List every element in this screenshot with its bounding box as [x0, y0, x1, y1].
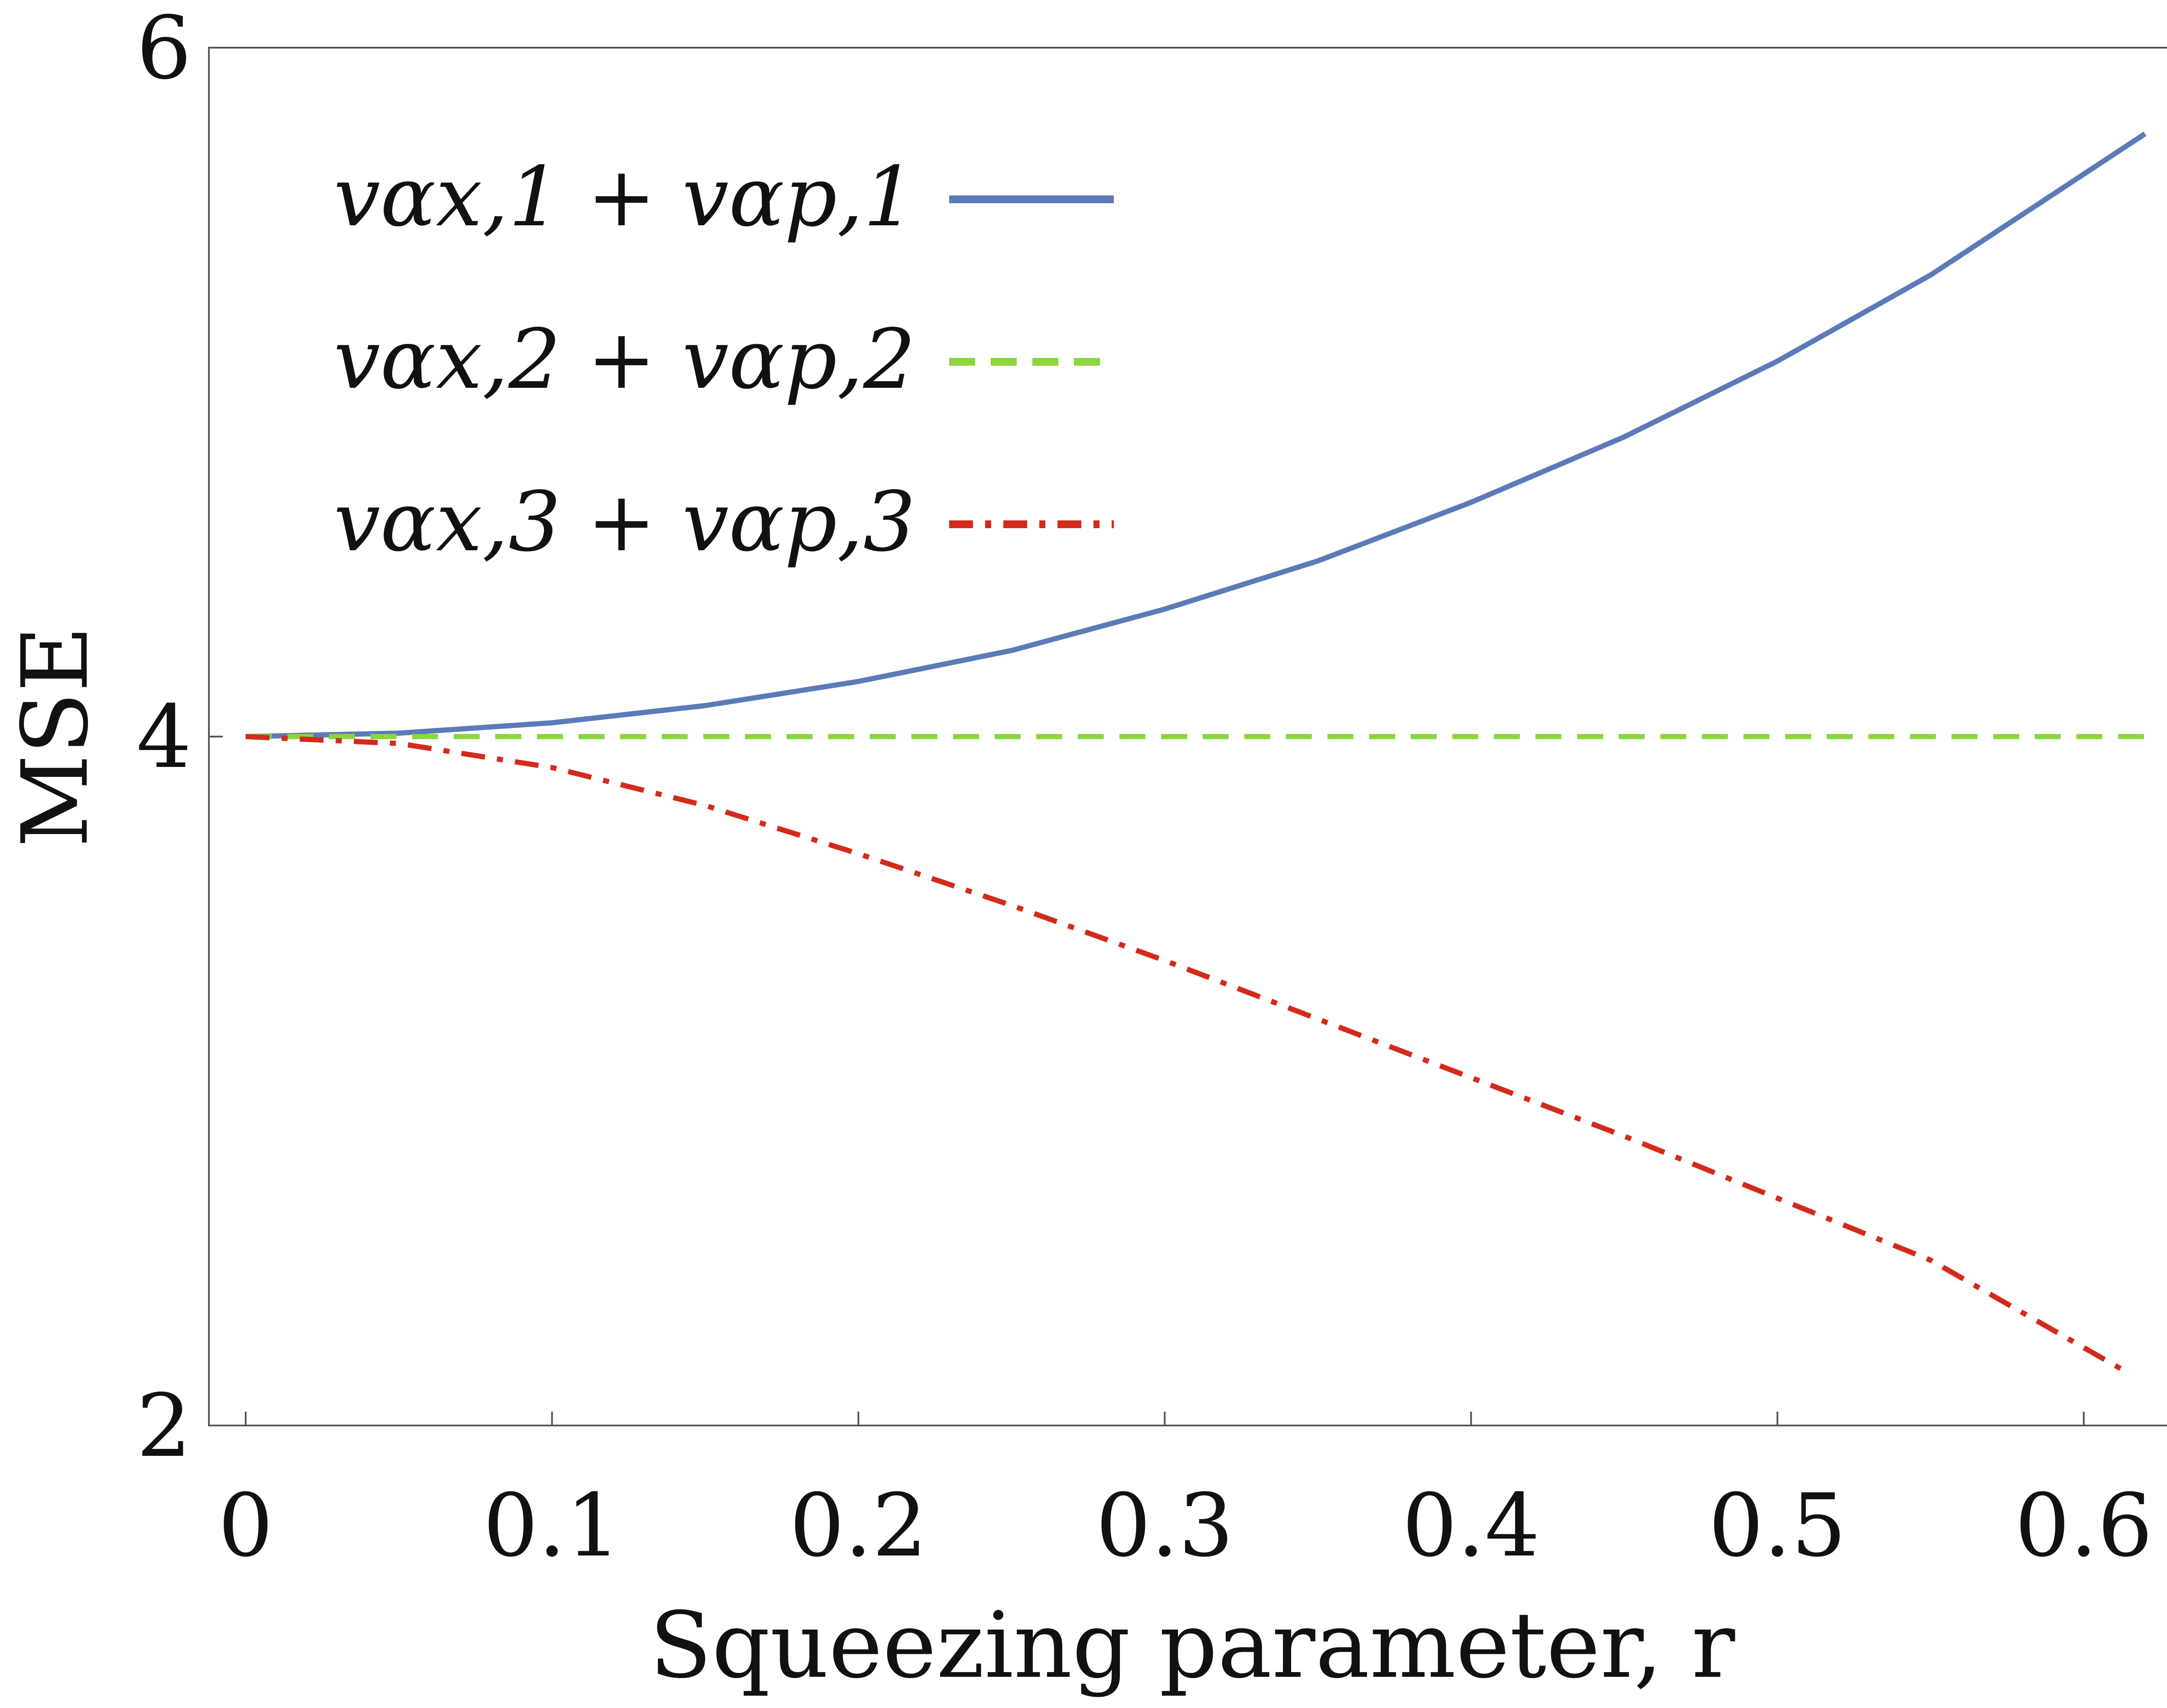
x-axis-ticks: 0 0.1 0.2 0.3 0.4 0.5 0.6 [218, 1412, 2153, 1576]
legend-entry-label: vαx,1 + vαp,1 [334, 149, 916, 245]
series-line-3 [245, 734, 2131, 1377]
x-tick-label: 0.2 [789, 1475, 927, 1576]
y-axis-ticks: 2 4 6 [137, 0, 223, 1477]
series-layer [245, 131, 2147, 1377]
x-tick-label: 0.3 [1096, 1475, 1233, 1576]
x-tick-label: 0.1 [483, 1475, 621, 1576]
x-tick-label: 0.5 [1708, 1475, 1846, 1576]
y-tick-label: 2 [137, 1376, 192, 1477]
legend-entry-label: vαx,2 + vαp,2 [334, 312, 916, 407]
x-axis-label: Squeezing parameter, r [650, 1592, 1735, 1698]
y-axis-label: MSE [2, 626, 108, 848]
legend: vαx,1 + vαp,1 vαx,2 + vαp,2 vαx,3 + vαp,3 [334, 149, 1114, 570]
x-tick-label: 0 [218, 1475, 273, 1576]
y-tick-label: 4 [137, 687, 192, 788]
legend-entry-label: vαx,3 + vαp,3 [334, 474, 916, 570]
x-tick-label: 0.6 [2015, 1475, 2153, 1576]
x-tick-label: 0.4 [1402, 1475, 1540, 1576]
y-tick-label: 6 [137, 0, 192, 99]
series-line-1 [245, 131, 2147, 739]
